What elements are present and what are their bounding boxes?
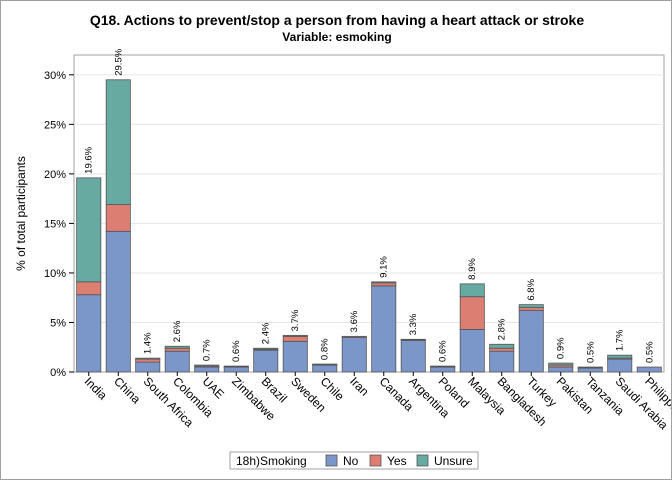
bar-segment-no bbox=[489, 350, 515, 373]
bar-segment-unsure bbox=[518, 304, 544, 309]
legend-label-yes: Yes bbox=[387, 454, 407, 468]
y-axis-label: % of total participants bbox=[14, 156, 28, 271]
bar-segment-unsure bbox=[282, 334, 308, 337]
bar-segment-unsure bbox=[400, 338, 426, 341]
legend-swatch-yes bbox=[369, 454, 382, 467]
bar-segment-unsure bbox=[371, 281, 397, 284]
bar-segment-no bbox=[223, 366, 249, 373]
bar-segment-yes bbox=[371, 282, 397, 287]
bar-segment-no bbox=[577, 367, 603, 373]
bar-segment-unsure bbox=[607, 354, 633, 359]
total-data-label: 3.6% bbox=[349, 310, 360, 332]
bar-segment-yes bbox=[135, 358, 161, 363]
bar-segment-unsure bbox=[489, 343, 515, 349]
total-data-label: 2.6% bbox=[172, 320, 183, 342]
y-tick-label: 0% bbox=[50, 367, 66, 379]
bar-segment-no bbox=[430, 366, 456, 373]
bar-segment-no bbox=[164, 350, 190, 373]
bar-segment-no bbox=[636, 366, 662, 373]
bar-segment-unsure bbox=[194, 364, 220, 367]
total-data-label: 8.9% bbox=[467, 258, 478, 280]
bar-segment-yes bbox=[164, 347, 190, 352]
bar-segment-no bbox=[105, 230, 131, 373]
bar-segment-no bbox=[607, 358, 633, 373]
total-data-label: 0.7% bbox=[202, 339, 213, 361]
legend-title: 18h)Smoking bbox=[236, 454, 307, 468]
total-data-label: 29.5% bbox=[113, 48, 124, 75]
bar-segment-no bbox=[548, 366, 574, 373]
plot-area bbox=[73, 54, 665, 373]
total-data-label: 3.3% bbox=[408, 313, 419, 335]
total-data-label: 0.9% bbox=[556, 337, 567, 359]
bar-segment-no bbox=[400, 339, 426, 373]
legend-swatch-no bbox=[325, 454, 338, 467]
bar-segment-no bbox=[76, 294, 102, 373]
chart-title: Q18. Actions to prevent/stop a person fr… bbox=[89, 12, 585, 28]
bar-segment-unsure bbox=[577, 366, 603, 369]
bar-segment-yes bbox=[341, 335, 367, 338]
bar-segment-unsure bbox=[548, 362, 574, 366]
legend-label-unsure: Unsure bbox=[434, 454, 473, 468]
x-tick-label: Iran bbox=[347, 374, 372, 399]
legend-label-no: No bbox=[343, 454, 359, 468]
bar-segment-no bbox=[341, 336, 367, 373]
total-data-label: 0.6% bbox=[438, 340, 449, 362]
total-data-label: 2.4% bbox=[261, 322, 272, 344]
bar-segment-no bbox=[518, 310, 544, 373]
total-data-label: 2.8% bbox=[497, 318, 508, 340]
total-data-label: 9.1% bbox=[379, 256, 390, 278]
y-tick-label: 20% bbox=[44, 169, 66, 181]
bar-segment-no bbox=[371, 285, 397, 373]
bar-segment-unsure bbox=[76, 177, 102, 283]
y-tick-label: 25% bbox=[44, 119, 66, 131]
y-tick-label: 30% bbox=[44, 70, 66, 82]
x-tick-label: India bbox=[82, 374, 111, 403]
bar-segment-unsure bbox=[164, 345, 190, 349]
bar-segment-no bbox=[253, 349, 279, 373]
bar-segment-unsure bbox=[135, 357, 161, 360]
total-data-label: 0.6% bbox=[231, 340, 242, 362]
total-data-label: 19.6% bbox=[84, 146, 95, 173]
total-data-label: 1.4% bbox=[143, 332, 154, 354]
bar-segment-unsure bbox=[105, 79, 131, 205]
bar-segment-yes bbox=[105, 204, 131, 232]
chart-subtitle: Variable: esmoking bbox=[282, 30, 392, 44]
total-data-label: 3.7% bbox=[290, 309, 301, 331]
bar-segment-yes bbox=[489, 347, 515, 352]
y-tick-label: 10% bbox=[44, 268, 66, 280]
bar-segment-no bbox=[194, 366, 220, 373]
bar-segment-yes bbox=[518, 307, 544, 311]
x-tick-label: China bbox=[111, 374, 143, 406]
bar-segment-unsure bbox=[312, 363, 338, 366]
bar-segment-no bbox=[135, 361, 161, 373]
bar-segment-unsure bbox=[430, 365, 456, 368]
total-data-label: 0.8% bbox=[320, 338, 331, 360]
bar-segment-unsure bbox=[459, 283, 485, 298]
bar-segment-unsure bbox=[223, 365, 249, 368]
total-data-label: 6.8% bbox=[526, 278, 537, 300]
total-data-label: 1.7% bbox=[615, 329, 626, 351]
y-tick-label: 5% bbox=[50, 317, 66, 329]
bar-segment-unsure bbox=[253, 347, 279, 350]
total-data-label: 0.5% bbox=[644, 341, 655, 363]
bar-segment-no bbox=[312, 364, 338, 373]
bar-segment-yes bbox=[459, 296, 485, 330]
bar-segment-yes bbox=[282, 335, 308, 342]
bar-segment-no bbox=[459, 329, 485, 373]
legend-swatch-unsure bbox=[416, 454, 429, 467]
y-tick-label: 15% bbox=[44, 218, 66, 230]
legend bbox=[229, 451, 479, 470]
bar-segment-no bbox=[282, 340, 308, 373]
bar-segment-yes bbox=[76, 281, 102, 296]
total-data-label: 0.5% bbox=[585, 341, 596, 363]
